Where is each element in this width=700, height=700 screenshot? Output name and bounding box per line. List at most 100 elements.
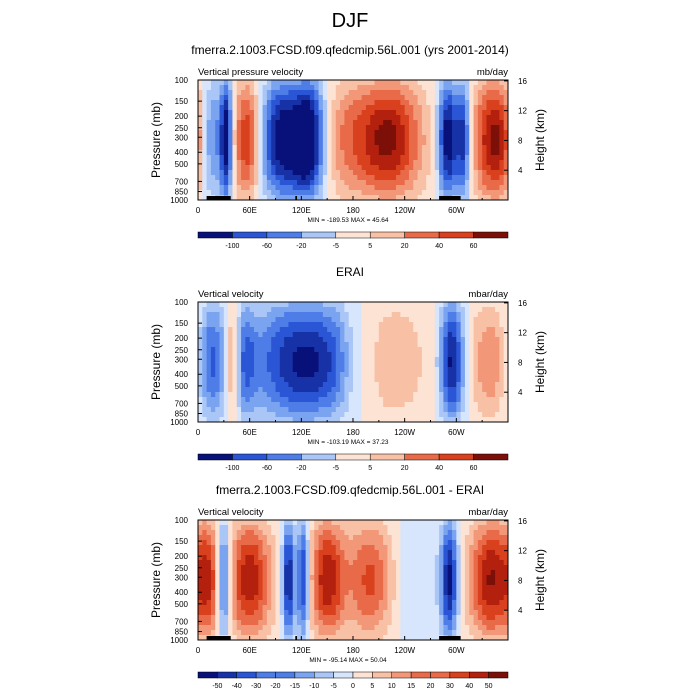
contour-cell — [413, 605, 418, 611]
contour-cell — [421, 135, 427, 141]
contour-cell — [206, 362, 212, 368]
contour-cell — [275, 407, 281, 413]
contour-cell — [365, 377, 371, 383]
contour-cell — [249, 175, 255, 181]
contour-cell — [469, 140, 474, 146]
contour-cell — [210, 600, 216, 606]
contour-cell — [288, 130, 294, 136]
contour-cell — [249, 322, 255, 328]
contour-cell — [408, 95, 414, 101]
contour-cell — [464, 140, 470, 146]
contour-cell — [340, 387, 345, 393]
contour-cell — [228, 145, 233, 151]
contour-cell — [202, 545, 208, 551]
contour-cell — [297, 352, 302, 358]
contour-cell — [490, 580, 496, 586]
contour-cell — [430, 145, 436, 151]
contour-cell — [413, 372, 418, 378]
contour-cell — [271, 585, 276, 591]
contour-cell — [275, 195, 281, 201]
contour-cell — [344, 387, 350, 393]
contour-cell — [292, 357, 298, 363]
contour-cell — [447, 332, 453, 338]
contour-cell — [408, 545, 414, 551]
contour-cell — [258, 397, 263, 403]
contour-cell — [361, 135, 367, 141]
contour-cell — [434, 125, 440, 131]
contour-cell — [271, 317, 276, 323]
contour-cell — [353, 322, 358, 328]
contour-cell — [383, 530, 388, 536]
contour-cell — [301, 125, 307, 131]
contour-cell — [353, 382, 358, 388]
contour-cell — [266, 387, 272, 393]
contour-cell — [387, 377, 393, 383]
colorbar-box — [335, 453, 371, 461]
contour-cell — [340, 145, 345, 151]
contour-cell — [253, 540, 259, 546]
contour-cell — [434, 580, 440, 586]
contour-cell — [370, 372, 375, 378]
contour-cell — [370, 175, 375, 181]
contour-cell — [292, 580, 298, 586]
contour-cell — [266, 135, 272, 141]
contour-cell — [370, 525, 375, 531]
contour-cell — [348, 115, 354, 121]
contour-cell — [210, 560, 216, 566]
contour-cell — [232, 615, 238, 621]
contour-cell — [262, 110, 268, 116]
contour-cell — [314, 397, 319, 403]
contour-cell — [344, 600, 350, 606]
contour-cell — [400, 585, 406, 591]
contour-cell — [374, 590, 380, 596]
contour-cell — [499, 402, 505, 408]
contour-cell — [309, 367, 315, 373]
contour-cell — [430, 555, 436, 561]
contour-cell — [460, 130, 466, 136]
contour-cell — [473, 195, 479, 201]
contour-cell — [391, 322, 397, 328]
contour-cell — [284, 605, 289, 611]
contour-cell — [305, 352, 311, 358]
contour-cell — [447, 560, 453, 566]
contour-cell — [292, 115, 298, 121]
contour-cell — [271, 570, 276, 576]
contour-cell — [421, 605, 427, 611]
contour-cell — [469, 302, 474, 308]
contour-cell — [266, 145, 272, 151]
contour-cell — [452, 605, 457, 611]
contour-cell — [215, 322, 220, 328]
contour-cell — [443, 560, 449, 566]
contour-cell — [495, 357, 500, 363]
contour-cell — [353, 337, 358, 343]
contour-cell — [486, 417, 492, 423]
contour-cell — [464, 417, 470, 423]
contour-cell — [340, 312, 345, 318]
contour-cell — [297, 580, 302, 586]
contour-cell — [297, 105, 302, 111]
contour-cell — [223, 190, 229, 196]
contour-cell — [400, 605, 406, 611]
contour-cell — [439, 165, 444, 171]
contour-cell — [374, 185, 380, 191]
contour-cell — [288, 115, 294, 121]
contour-cell — [241, 105, 246, 111]
contour-cell — [447, 130, 453, 136]
contour-cell — [258, 302, 263, 308]
contour-cell — [206, 545, 212, 551]
contour-cell — [357, 367, 363, 373]
contour-cell — [314, 530, 319, 536]
contour-cell — [447, 347, 453, 353]
contour-cell — [469, 575, 474, 581]
contour-cell — [464, 100, 470, 106]
contour-cell — [275, 190, 281, 196]
contour-cell — [374, 312, 380, 318]
contour-cell — [490, 550, 496, 556]
contour-cell — [284, 307, 289, 313]
contour-cell — [460, 412, 466, 418]
contour-cell — [314, 570, 319, 576]
contour-cell — [383, 145, 388, 151]
contour-cell — [322, 392, 328, 398]
contour-cell — [262, 417, 268, 423]
contour-cell — [271, 580, 276, 586]
